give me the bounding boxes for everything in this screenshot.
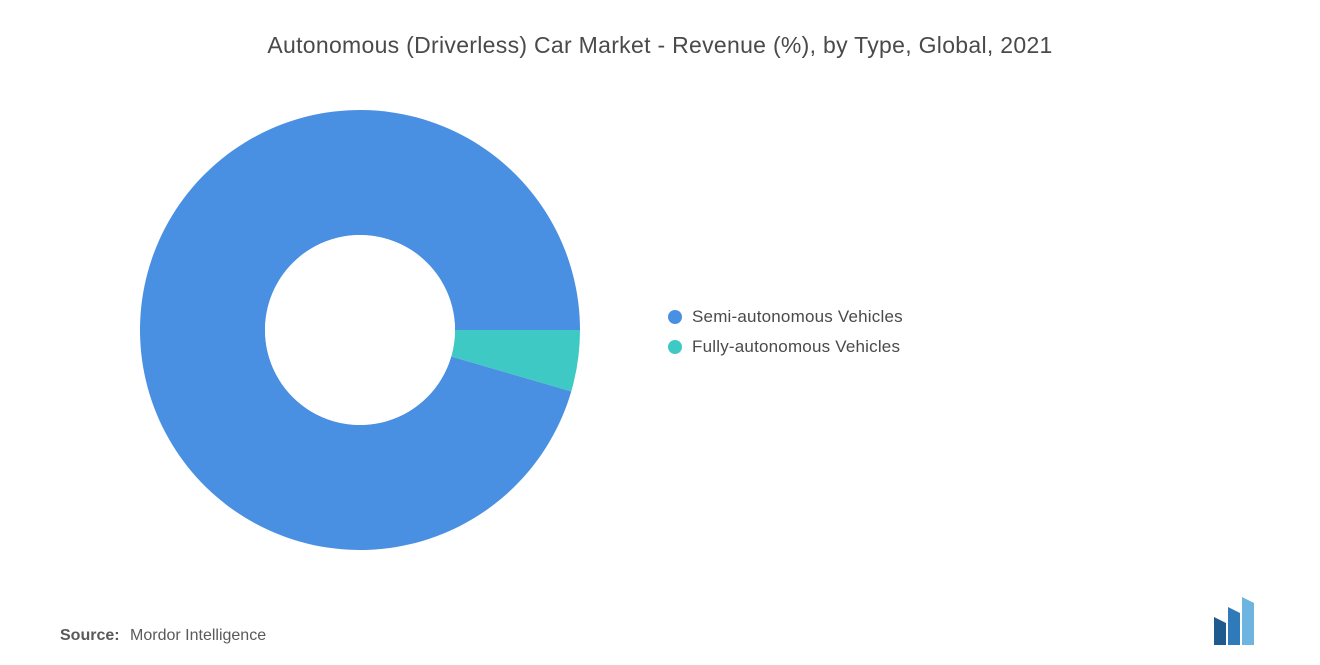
- donut-chart: [140, 110, 580, 555]
- chart-container: Autonomous (Driverless) Car Market - Rev…: [0, 0, 1320, 665]
- legend-marker-icon: [668, 310, 682, 324]
- logo-bar-icon: [1242, 597, 1254, 645]
- source-text: Mordor Intelligence: [130, 627, 266, 644]
- source-label: Source:: [60, 627, 120, 644]
- donut-hole: [265, 235, 455, 425]
- legend-item: Fully-autonomous Vehicles: [668, 337, 903, 357]
- legend-label: Fully-autonomous Vehicles: [692, 337, 900, 357]
- brand-logo: [1212, 597, 1260, 645]
- legend-item: Semi-autonomous Vehicles: [668, 307, 903, 327]
- legend-marker-icon: [668, 340, 682, 354]
- legend: Semi-autonomous Vehicles Fully-autonomous…: [668, 307, 903, 357]
- footer: Source: Mordor Intelligence: [60, 581, 1260, 645]
- legend-label: Semi-autonomous Vehicles: [692, 307, 903, 327]
- logo-bar-icon: [1228, 607, 1240, 645]
- source-line: Source: Mordor Intelligence: [60, 627, 266, 645]
- logo-bar-icon: [1214, 617, 1226, 645]
- chart-body: Semi-autonomous Vehicles Fully-autonomous…: [60, 83, 1260, 581]
- chart-title: Autonomous (Driverless) Car Market - Rev…: [60, 32, 1260, 59]
